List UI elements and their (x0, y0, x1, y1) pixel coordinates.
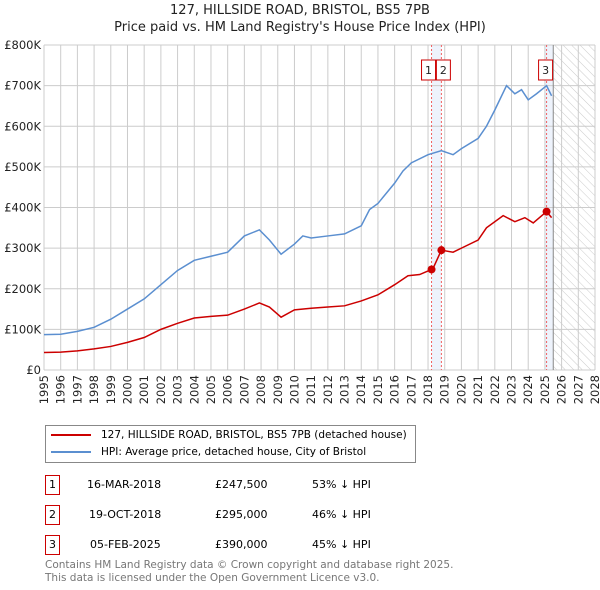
y-tick-label: £600K (4, 119, 41, 133)
sale-marker-box (421, 59, 437, 81)
x-tick-label: 2005 (204, 375, 218, 404)
x-tick-label: 2010 (287, 375, 301, 404)
price-chart: 1995 1996 1997 1998 1999 2000 2001 2002 2003 2004… (4, 38, 600, 404)
x-tick-label: 2020 (454, 375, 468, 404)
y-tick-label: £300K (4, 241, 41, 255)
y-tick-label: £500K (4, 160, 41, 174)
x-tick-label: 2008 (254, 375, 268, 404)
sale-row: 3 05-FEB-2025 £390,000 45% ↓ HPI (45, 535, 445, 555)
x-tick-label: 2027 (571, 375, 585, 404)
y-tick-label: £700K (4, 79, 41, 93)
x-tick-label: 2016 (388, 375, 402, 404)
x-tick-label: 2025 (538, 375, 552, 404)
x-tick-label: 2011 (304, 375, 318, 404)
x-tick-label: 2006 (221, 375, 235, 404)
x-tick-label: 1999 (104, 375, 118, 404)
x-tick-label: 1997 (70, 375, 84, 404)
sale-date: 16-MAR-2018 (87, 478, 162, 491)
chart-subtitle: Price paid vs. HM Land Registry's House … (114, 20, 486, 35)
sale-hpi-diff: 53% ↓ HPI (312, 478, 371, 491)
sale-row: 1 16-MAR-2018 £247,500 53% ↓ HPI (45, 475, 445, 495)
legend-swatch-hpi (51, 451, 91, 453)
hpi-line (43, 84, 553, 336)
sale-marker-label: 3 (542, 64, 549, 77)
x-tick-label: 2000 (120, 375, 134, 404)
x-tick-label: 2019 (438, 375, 452, 404)
property-price-line (43, 210, 553, 354)
x-tick-label: 2024 (521, 375, 535, 404)
sale-point (437, 246, 446, 255)
y-tick-label: £400K (4, 201, 41, 215)
sale-date: 19-OCT-2018 (89, 508, 162, 521)
sale-point (542, 207, 551, 216)
sale-date: 05-FEB-2025 (90, 538, 161, 551)
sale-marker-label: 2 (440, 64, 447, 77)
x-tick-label: 2001 (137, 375, 151, 404)
sale-marker-label: 1 (45, 475, 60, 495)
legend-swatch-property (51, 434, 91, 436)
y-tick-label: £100K (4, 322, 41, 336)
y-tick-label: £0 (26, 363, 41, 377)
x-tick-label: 2021 (471, 375, 485, 404)
x-tick-label: 2007 (237, 375, 251, 404)
sale-marker-label: 3 (45, 535, 60, 555)
sale-hpi-diff: 46% ↓ HPI (312, 508, 371, 521)
x-tick-label: 2028 (588, 375, 600, 404)
x-tick-label: 1996 (54, 375, 68, 404)
x-tick-label: 2014 (354, 375, 368, 404)
sale-price: £390,000 (215, 538, 268, 551)
x-tick-label: 2015 (371, 375, 385, 404)
footer: Contains HM Land Registry data © Crown c… (45, 559, 453, 585)
x-tick-label: 1995 (37, 375, 51, 404)
y-tick-label: £800K (4, 38, 41, 52)
x-tick-label: 2018 (421, 375, 435, 404)
footer-licence: This data is licensed under the Open Gov… (45, 572, 380, 584)
x-tick-label: 2009 (271, 375, 285, 404)
x-tick-label: 2004 (187, 375, 201, 404)
chart-title: 127, HILLSIDE ROAD, BRISTOL, BS5 7PB (170, 3, 430, 18)
x-tick-label: 2017 (404, 375, 418, 404)
sale-marker-label: 2 (45, 505, 60, 525)
sale-price: £247,500 (215, 478, 268, 491)
sale-marker-box (538, 59, 554, 81)
x-tick-label: 2026 (555, 375, 569, 404)
footer-copyright: Contains HM Land Registry data © Crown c… (45, 559, 454, 571)
legend: 127, HILLSIDE ROAD, BRISTOL, BS5 7PB (de… (45, 425, 416, 463)
x-tick-label: 2002 (154, 375, 168, 404)
sale-marker-box (435, 59, 451, 81)
legend-label-property: 127, HILLSIDE ROAD, BRISTOL, BS5 7PB (de… (101, 429, 407, 441)
x-tick-label: 2013 (338, 375, 352, 404)
x-tick-label: 2022 (488, 375, 502, 404)
sale-hpi-diff: 45% ↓ HPI (312, 538, 371, 551)
x-tick-label: 2012 (321, 375, 335, 404)
sale-row: 2 19-OCT-2018 £295,000 46% ↓ HPI (45, 505, 445, 525)
x-tick-label: 2003 (171, 375, 185, 404)
sale-marker-label: 1 (425, 64, 432, 77)
sale-price: £295,000 (215, 508, 268, 521)
y-tick-label: £200K (4, 282, 41, 296)
legend-label-hpi: HPI: Average price, detached house, City… (101, 446, 367, 458)
x-tick-label: 1998 (87, 375, 101, 404)
x-tick-label: 2023 (505, 375, 519, 404)
sale-point (427, 265, 436, 274)
